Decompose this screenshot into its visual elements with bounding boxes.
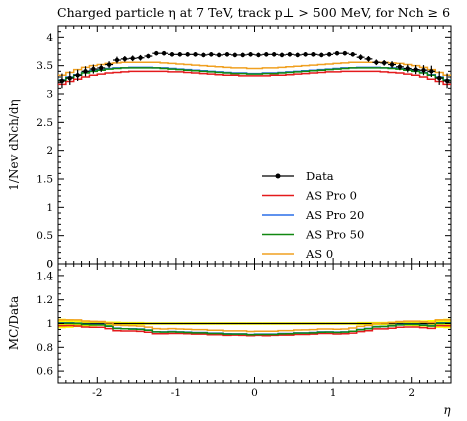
ratio-panel: 0.60.811.21.40 -2 -1 0 1 2 MC/Data η [7, 259, 452, 417]
ratio-zero-label: 0 [46, 259, 53, 271]
ratio-y-axis: 0.6 0.8 1 1.2 1.40 [36, 259, 451, 378]
ratio-series-group [58, 319, 451, 337]
data-point [130, 56, 135, 61]
data-point [122, 56, 128, 62]
ratio-y-axis-label: MC/Data [7, 296, 21, 350]
data-point [444, 78, 450, 84]
ratio-y-tick-label: 1.4 [36, 270, 53, 282]
data-point [342, 51, 348, 56]
ratio-x-tick-label: -2 [92, 387, 102, 399]
data-point [75, 73, 80, 78]
data-point [83, 69, 88, 74]
data-point [287, 52, 293, 57]
data-point [99, 65, 104, 71]
main-y-axis-label: 1/Nev dNch/dη [7, 99, 21, 190]
legend-label: Data [306, 169, 334, 183]
data-point [154, 51, 159, 56]
main-y-tick-label: 2 [46, 145, 53, 157]
data-point [358, 54, 363, 60]
main-y-tick-label: 0.5 [36, 230, 53, 242]
legend: Data AS Pro 0 AS Pro 20 AS Pro 50 AS 0 [262, 169, 364, 261]
data-point [177, 52, 183, 57]
ratio-y-tick-label: 1 [46, 318, 53, 330]
data-point [91, 66, 96, 72]
data-point [295, 52, 300, 58]
main-y-tick-label: 0 [46, 259, 53, 271]
data-point [429, 69, 434, 74]
data-point [232, 52, 238, 58]
legend-label: AS Pro 50 [305, 228, 364, 242]
data-point [209, 52, 214, 57]
data-point [366, 56, 371, 62]
legend-label: AS Pro 20 [305, 208, 364, 222]
data-point [59, 78, 65, 84]
data-point [193, 52, 198, 57]
data-points-group [58, 50, 451, 89]
main-y-tick-label: 4 [46, 32, 53, 44]
data-point [303, 52, 308, 57]
legend-label: AS 0 [305, 247, 333, 261]
data-point [319, 52, 324, 58]
series-line-as-pro-0 [58, 70, 451, 86]
data-point [185, 52, 190, 57]
data-point [146, 53, 151, 59]
data-point [413, 67, 418, 72]
data-point [397, 64, 403, 70]
data-point [279, 52, 285, 58]
data-point [326, 52, 332, 57]
data-point [437, 75, 442, 81]
data-point [421, 68, 426, 73]
data-point [67, 75, 72, 81]
data-point [374, 60, 379, 65]
ratio-x-tick-label: -1 [171, 387, 181, 399]
data-point [240, 52, 245, 58]
main-y-tick-label: 1 [46, 202, 53, 214]
ratio-y-tick-label: 0.8 [36, 342, 53, 354]
main-y-tick-label: 3.5 [36, 60, 53, 72]
legend-label: AS Pro 0 [305, 189, 357, 203]
series-line-as-pro-50 [58, 67, 451, 82]
legend-data-marker [275, 173, 281, 179]
ratio-x-tick-label: 2 [408, 387, 415, 399]
ratio-line-as-pro-50 [58, 322, 451, 336]
chart-title: Charged particle η at 7 TeV, track p⊥ > … [57, 5, 450, 20]
data-point [389, 62, 395, 67]
ratio-line-as-pro-0 [58, 324, 451, 337]
data-point [138, 55, 143, 60]
main-y-tick-label: 2.5 [36, 117, 53, 129]
data-point [350, 52, 355, 57]
data-point [224, 52, 230, 57]
data-point [311, 52, 316, 57]
data-point [264, 52, 269, 57]
data-point [201, 52, 206, 58]
main-y-tick-label: 3 [46, 89, 53, 101]
ratio-line-as-0 [58, 319, 451, 333]
data-point [271, 52, 277, 57]
ratio-y-tick-label: 0.6 [36, 366, 53, 378]
data-point [169, 52, 175, 57]
data-point [106, 62, 112, 67]
ratio-x-tick-label: 0 [251, 387, 258, 399]
main-panel: 0 0.5 1 1.5 2 2.5 3 3.5 4 1/Nev dNch/dη Data AS P… [7, 25, 452, 271]
data-point [161, 51, 167, 56]
data-point [334, 51, 340, 56]
ratio-x-tick-label: 1 [330, 387, 337, 399]
data-point [216, 52, 222, 58]
data-point [381, 60, 387, 66]
ratio-x-axis: -2 -1 0 1 2 [57, 264, 452, 399]
main-y-axis: 0 0.5 1 1.5 2 2.5 3 3.5 4 [36, 31, 451, 271]
data-point [114, 57, 120, 63]
main-y-tick-label: 1.5 [36, 174, 53, 186]
data-point [405, 66, 410, 71]
data-point [256, 52, 261, 58]
x-axis-label: η [443, 403, 451, 417]
data-point [248, 52, 253, 57]
ratio-y-tick-label: 1.2 [36, 294, 53, 306]
ratio-error-band [58, 318, 451, 329]
